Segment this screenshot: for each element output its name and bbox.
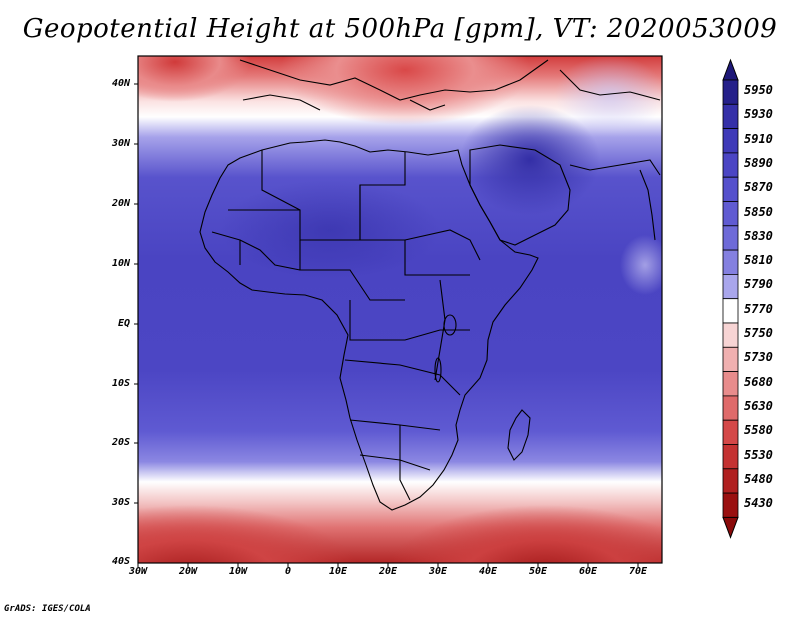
coastlines — [199, 59, 661, 511]
lat-label-10n: 10N — [111, 258, 130, 269]
lon-label-20w: 20W — [178, 566, 198, 577]
colorbar-level-label: 5430 — [744, 496, 773, 511]
colorbar-arrow-top — [722, 58, 739, 81]
colorbar-level-label: 5530 — [744, 447, 773, 462]
lat-label-eq: EQ — [117, 318, 130, 329]
colorbar-level-label: 5870 — [744, 180, 773, 195]
lat-label-40n: 40N — [111, 78, 130, 89]
colorbar-swatch — [722, 419, 739, 445]
colorbar-level-label: 5950 — [744, 83, 773, 97]
colorbar-swatch — [722, 492, 739, 518]
height-field — [138, 56, 662, 563]
colorbar-swatch — [722, 371, 739, 397]
lat-label-20n: 20N — [111, 198, 130, 209]
colorbar-swatch — [722, 322, 739, 348]
colorbar-swatch — [722, 298, 739, 324]
colorbar-swatch — [722, 128, 739, 154]
grads-credit: GrADS: IGES/COLA — [4, 604, 91, 614]
lon-label-20e: 20E — [378, 566, 398, 577]
axis-ticks — [134, 83, 639, 567]
lon-label-70e: 70E — [628, 566, 648, 577]
lon-label-30e: 30E — [428, 566, 448, 577]
colorbar-level-label: 5890 — [744, 155, 773, 170]
colorbar-level-label: 5770 — [744, 301, 773, 316]
lon-label-50e: 50E — [528, 566, 548, 577]
lon-label-0: 0 — [284, 566, 292, 577]
europe-coast — [239, 59, 549, 101]
colorbar-swatch — [722, 395, 739, 421]
colorbar-level-label: 5630 — [744, 398, 773, 413]
lon-label-30w: 30W — [128, 566, 148, 577]
colorbar-level-label: 5830 — [744, 228, 773, 243]
colorbar-arrow-bottom — [722, 516, 739, 539]
colorbar-swatch — [722, 468, 739, 494]
colorbar-swatch — [722, 79, 739, 105]
colorbar-level-label: 5930 — [744, 107, 773, 122]
colorbar-level-label: 5910 — [744, 131, 773, 146]
lon-label-10w: 10W — [228, 566, 248, 577]
arabia — [469, 144, 571, 246]
colorbar-swatch — [722, 444, 739, 470]
map-title: Geopotential Height at 500hPa [gpm], VT:… — [22, 14, 778, 44]
lon-label-40e: 40E — [478, 566, 498, 577]
colorbar-swatch — [722, 249, 739, 275]
colorbar-swatch — [722, 201, 739, 227]
colorbar-level-label: 5790 — [744, 277, 773, 292]
lat-label-30s: 30S — [111, 497, 130, 508]
colorbar-level-label: 5580 — [744, 423, 773, 438]
colorbar-level-label: 5810 — [744, 253, 773, 268]
colorbar-swatch — [722, 273, 739, 300]
colorbar-level-label: 5730 — [744, 350, 773, 365]
colorbar-level-label: 5680 — [744, 374, 773, 389]
map-frame — [137, 55, 663, 564]
lat-label-10s: 10S — [111, 378, 130, 389]
africa-coastline — [199, 139, 539, 511]
lon-label-60e: 60E — [578, 566, 598, 577]
lon-label-10e: 10E — [328, 566, 348, 577]
lat-label-30n: 30N — [111, 138, 130, 149]
madagascar — [507, 409, 531, 461]
colorbar-swatch — [722, 103, 739, 130]
colorbar-level-label: 5750 — [744, 326, 773, 340]
india-coast — [639, 169, 656, 241]
colorbar-level-label: 5480 — [744, 471, 773, 486]
lat-label-20s: 20S — [111, 437, 130, 448]
colorbar — [722, 58, 739, 539]
colorbar-swatch — [722, 225, 739, 251]
colorbar-swatch — [722, 152, 739, 178]
colorbar-swatch — [722, 176, 739, 202]
colorbar-level-label: 5850 — [744, 204, 773, 219]
colorbar-swatch — [722, 346, 739, 372]
lat-label-40s: 40S — [111, 556, 130, 567]
